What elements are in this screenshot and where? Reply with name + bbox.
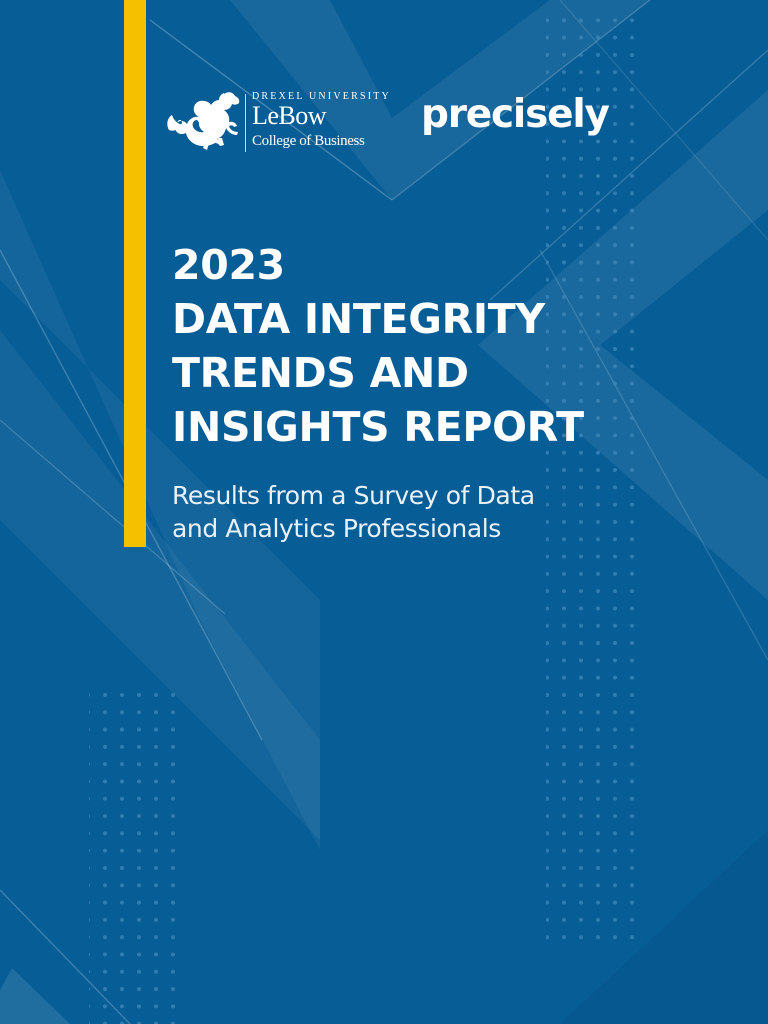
lebow-text: LeBow [252, 101, 327, 130]
drexel-lebow-logo: DREXEL UNIVERSITY LeBow College of Busin… [166, 88, 396, 156]
logo-divider [245, 94, 246, 152]
precisely-logo: precisely [421, 92, 610, 137]
subtitle-line-2: and Analytics Professionals [172, 514, 501, 543]
accent-bar [124, 0, 146, 547]
title-line-1: DATA INTEGRITY [172, 295, 545, 343]
drexel-university-text: DREXEL UNIVERSITY [252, 91, 391, 102]
subtitle-line-1: Results from a Survey of Data [172, 481, 535, 510]
report-title: 2023 DATA INTEGRITY TRENDS AND INSIGHTS … [172, 238, 584, 454]
dragon-icon [167, 92, 240, 150]
title-line-2: TRENDS AND [172, 349, 469, 397]
title-line-3: INSIGHTS REPORT [172, 403, 584, 451]
report-subtitle: Results from a Survey of Data and Analyt… [172, 479, 535, 545]
college-of-business-text: College of Business [252, 133, 365, 149]
report-year: 2023 [172, 241, 285, 289]
